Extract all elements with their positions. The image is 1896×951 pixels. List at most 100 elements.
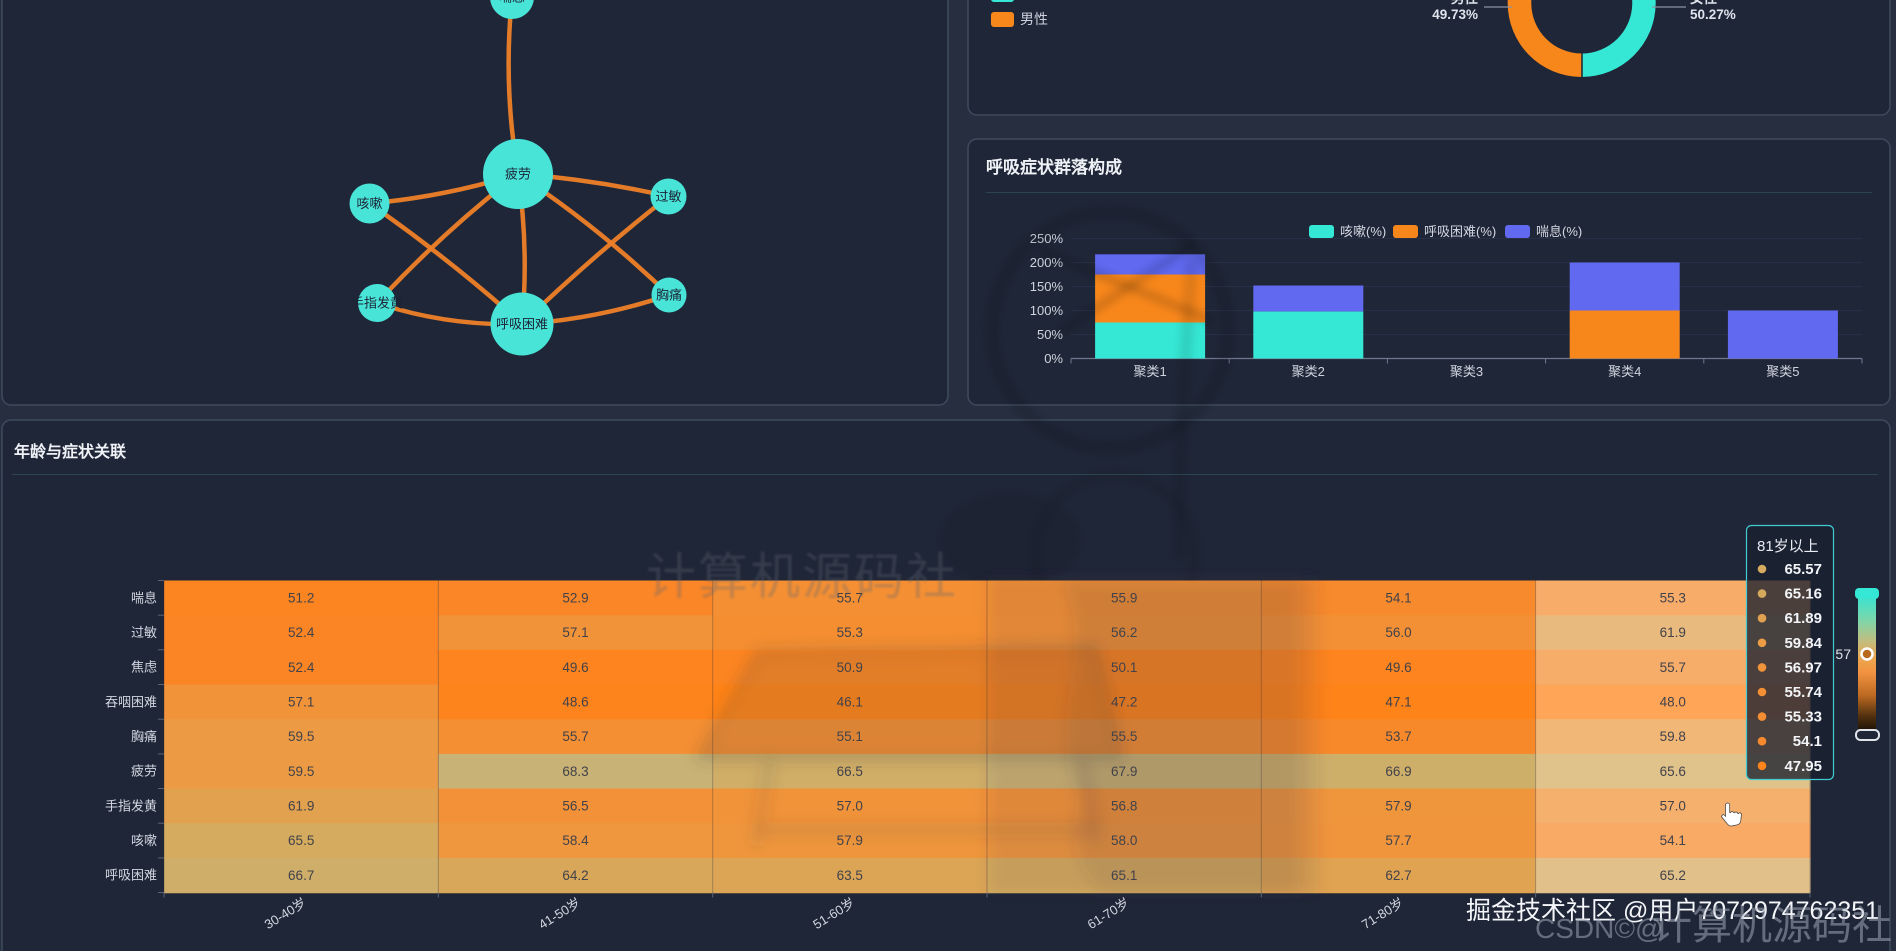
svg-text:56.2: 56.2 xyxy=(1111,625,1137,640)
svg-text:52.4: 52.4 xyxy=(288,625,315,640)
svg-text:47.95: 47.95 xyxy=(1784,758,1822,775)
svg-text:呼吸困难: 呼吸困难 xyxy=(496,317,548,332)
svg-text:65.6: 65.6 xyxy=(1660,764,1686,779)
svg-text:聚类2: 聚类2 xyxy=(1292,364,1325,379)
svg-text:50.27%: 50.27% xyxy=(1690,7,1736,22)
svg-text:疲劳: 疲劳 xyxy=(505,167,531,182)
svg-text:54.1: 54.1 xyxy=(1660,833,1686,848)
svg-text:52.4: 52.4 xyxy=(288,660,315,675)
svg-text:49.6: 49.6 xyxy=(1385,660,1411,675)
svg-text:男性: 男性 xyxy=(1020,11,1048,27)
svg-text:50%: 50% xyxy=(1037,327,1063,342)
svg-text:100%: 100% xyxy=(1030,303,1064,318)
svg-text:手指发黄: 手指发黄 xyxy=(105,798,157,813)
svg-text:焦虑: 焦虑 xyxy=(131,660,157,675)
svg-text:65.1: 65.1 xyxy=(1111,868,1137,883)
svg-text:59.84: 59.84 xyxy=(1784,635,1822,652)
svg-text:55.5: 55.5 xyxy=(1111,729,1137,744)
svg-text:57.9: 57.9 xyxy=(837,833,863,848)
svg-text:呼吸困难(%): 呼吸困难(%) xyxy=(1424,224,1496,239)
svg-text:65.16: 65.16 xyxy=(1784,586,1822,603)
svg-text:聚类1: 聚类1 xyxy=(1133,364,1166,379)
svg-text:CSDN©@: CSDN©@ xyxy=(1535,913,1663,944)
svg-text:咳嗽: 咳嗽 xyxy=(131,833,157,848)
svg-text:吞咽困难: 吞咽困难 xyxy=(105,694,157,709)
svg-text:55.7: 55.7 xyxy=(562,729,588,744)
svg-text:61.89: 61.89 xyxy=(1784,610,1822,627)
svg-text:53.7: 53.7 xyxy=(1385,729,1411,744)
svg-text:54.1: 54.1 xyxy=(1793,733,1822,750)
svg-text:计算机源码社: 计算机源码社 xyxy=(646,549,958,605)
svg-text:57.0: 57.0 xyxy=(837,799,863,814)
svg-text:过敏: 过敏 xyxy=(131,625,157,640)
svg-text:58.4: 58.4 xyxy=(562,833,589,848)
svg-text:47.1: 47.1 xyxy=(1385,695,1411,710)
svg-text:58.0: 58.0 xyxy=(1111,833,1137,848)
svg-text:59.8: 59.8 xyxy=(1660,729,1686,744)
svg-text:55.9: 55.9 xyxy=(1111,591,1137,606)
svg-text:55.3: 55.3 xyxy=(1660,591,1686,606)
svg-text:54.1: 54.1 xyxy=(1385,591,1411,606)
svg-text:61.9: 61.9 xyxy=(1660,625,1686,640)
svg-text:57.9: 57.9 xyxy=(1385,799,1411,814)
svg-text:聚类5: 聚类5 xyxy=(1766,364,1799,379)
svg-text:55.3: 55.3 xyxy=(837,625,863,640)
svg-text:56.5: 56.5 xyxy=(562,799,588,814)
svg-text:66.5: 66.5 xyxy=(837,764,863,779)
svg-text:计算机源码社: 计算机源码社 xyxy=(1652,904,1892,948)
svg-text:50.1: 50.1 xyxy=(1111,660,1137,675)
svg-text:聚类4: 聚类4 xyxy=(1608,364,1641,379)
svg-text:59.5: 59.5 xyxy=(288,764,314,779)
svg-text:57.0: 57.0 xyxy=(1660,799,1686,814)
svg-text:55.7: 55.7 xyxy=(1660,660,1686,675)
svg-text:掘金技术社区 @用户7072974762351: 掘金技术社区 @用户7072974762351 xyxy=(1466,897,1879,925)
svg-text:47.2: 47.2 xyxy=(1111,695,1137,710)
svg-text:46.1: 46.1 xyxy=(837,695,863,710)
svg-text:57.7: 57.7 xyxy=(1385,833,1411,848)
svg-text:65.5: 65.5 xyxy=(288,833,314,848)
svg-text:胸痛: 胸痛 xyxy=(656,288,682,303)
svg-text:65.2: 65.2 xyxy=(1660,868,1686,883)
svg-text:呼吸症状群落构成: 呼吸症状群落构成 xyxy=(986,157,1122,177)
svg-text:56.8: 56.8 xyxy=(1111,799,1137,814)
svg-text:51.2: 51.2 xyxy=(288,591,314,606)
svg-text:55.74: 55.74 xyxy=(1784,684,1822,701)
svg-text:过敏: 过敏 xyxy=(655,189,681,204)
svg-text:63.5: 63.5 xyxy=(837,868,863,883)
svg-text:64.2: 64.2 xyxy=(562,868,588,883)
svg-text:胸痛: 胸痛 xyxy=(131,729,157,744)
svg-text:55.1: 55.1 xyxy=(837,729,863,744)
svg-text:女性: 女性 xyxy=(1690,0,1718,6)
svg-text:喘息(%): 喘息(%) xyxy=(1536,224,1582,239)
svg-text:68.3: 68.3 xyxy=(562,764,588,779)
svg-text:55.7: 55.7 xyxy=(837,591,863,606)
svg-text:67.9: 67.9 xyxy=(1111,764,1137,779)
svg-text:49.6: 49.6 xyxy=(562,660,588,675)
svg-text:57: 57 xyxy=(1835,646,1851,662)
svg-text:61.9: 61.9 xyxy=(288,799,314,814)
svg-text:81岁以上: 81岁以上 xyxy=(1757,538,1819,555)
svg-text:65.57: 65.57 xyxy=(1784,561,1822,578)
svg-text:喘息: 喘息 xyxy=(499,0,525,5)
svg-text:66.9: 66.9 xyxy=(1385,764,1411,779)
svg-text:49.73%: 49.73% xyxy=(1432,7,1478,22)
svg-text:咳嗽: 咳嗽 xyxy=(356,196,382,211)
svg-text:55.33: 55.33 xyxy=(1784,709,1822,726)
svg-text:咳嗽(%): 咳嗽(%) xyxy=(1340,224,1386,239)
svg-text:手指发黄: 手指发黄 xyxy=(351,296,403,311)
svg-text:50.9: 50.9 xyxy=(837,660,863,675)
svg-text:66.7: 66.7 xyxy=(288,868,314,883)
svg-text:56.97: 56.97 xyxy=(1784,659,1822,676)
svg-text:56.0: 56.0 xyxy=(1385,625,1411,640)
svg-text:57.1: 57.1 xyxy=(288,695,314,710)
svg-text:0%: 0% xyxy=(1044,351,1063,366)
svg-text:57.1: 57.1 xyxy=(562,625,588,640)
svg-text:150%: 150% xyxy=(1030,279,1064,294)
svg-text:呼吸困难: 呼吸困难 xyxy=(105,868,157,883)
svg-text:年龄与症状关联: 年龄与症状关联 xyxy=(14,442,126,461)
svg-text:喘息: 喘息 xyxy=(131,590,157,605)
svg-text:男性: 男性 xyxy=(1451,0,1479,6)
svg-text:62.7: 62.7 xyxy=(1385,868,1411,883)
svg-text:聚类3: 聚类3 xyxy=(1450,364,1483,379)
svg-text:48.0: 48.0 xyxy=(1660,695,1686,710)
